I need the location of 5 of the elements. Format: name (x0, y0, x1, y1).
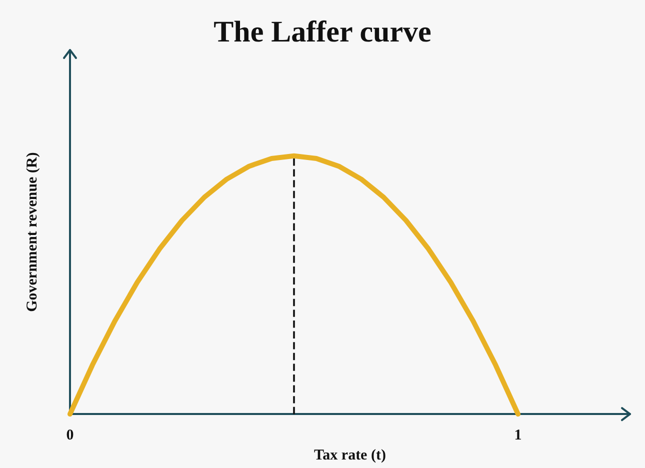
chart-title: The Laffer curve (214, 16, 432, 48)
x-tick-label: 0 (66, 428, 74, 444)
x-tick-label: 1 (514, 428, 522, 444)
x-axis-title: Tax rate (t) (314, 448, 386, 464)
y-axis-title: Government revenue (R) (24, 152, 40, 312)
